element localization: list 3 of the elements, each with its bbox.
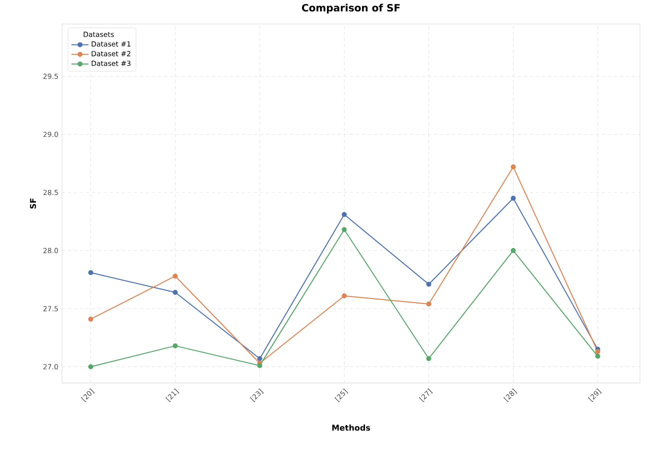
x-axis-title: Methods [332, 424, 370, 431]
chart-title: Comparison of SF [302, 4, 400, 14]
y-axis-title: SF [30, 198, 36, 209]
